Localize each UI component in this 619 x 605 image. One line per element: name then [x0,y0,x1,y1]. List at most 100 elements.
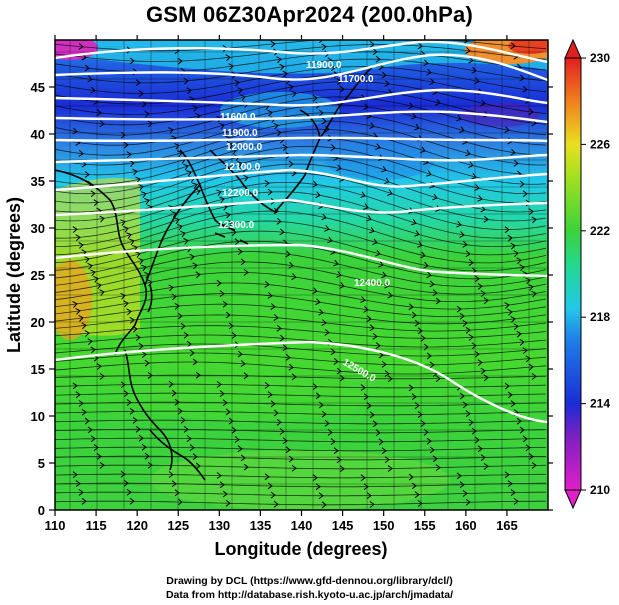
wind-arrow [195,371,201,379]
wind-arrow [459,392,465,400]
wind-arrow [366,492,372,500]
wind-arrow [516,330,522,338]
wind-arrow [147,279,153,287]
streamline [55,446,547,452]
wind-arrow [192,262,198,270]
wind-arrow [411,112,417,120]
wind-arrow [465,47,471,54]
wind-arrow [264,179,270,187]
wind-arrow [513,323,519,330]
wind-arrow [135,79,141,87]
wind-arrow [87,262,93,270]
wind-arrow [426,68,432,76]
wind-arrow [312,287,318,295]
wind-arrow [75,307,81,315]
wind-arrow [273,500,279,508]
contour-label: 12200.0 [222,188,259,199]
wind-arrow [330,348,336,356]
wind-arrow [420,251,426,259]
streamline [55,96,547,136]
wind-arrow [384,80,390,87]
wind-arrow [132,416,138,424]
wind-arrow [327,57,333,65]
wind-arrow [99,215,105,223]
y-tick-label: 40 [31,127,45,142]
wind-arrow [375,55,381,63]
wind-arrow [168,284,174,292]
wind-arrow [432,289,438,297]
wind-arrow [465,149,471,157]
contour-label: 12300.0 [218,220,255,231]
wind-arrow [78,315,84,322]
wind-arrow [264,382,270,389]
wind-arrow [381,165,387,173]
wind-arrow [135,334,141,342]
contour-label: 12000.0 [226,142,263,153]
wind-arrow [78,489,84,496]
wind-arrow [87,75,93,83]
wind-arrow [378,438,384,446]
geopotential-contours [55,40,548,424]
wind-arrow [423,261,429,269]
page-title: GSM 06Z30Apr2024 (200.0hPa) [146,2,473,27]
wind-arrow [504,126,510,134]
streamline [55,491,546,497]
wind-arrow [462,240,468,248]
y-tick-label: 20 [31,315,45,330]
wind-arrow [96,453,102,460]
wind-arrow [219,290,225,298]
wind-arrow [123,226,129,233]
wind-arrow [96,282,102,290]
wind-arrow [369,324,375,332]
wind-arrow [321,117,327,125]
wind-arrow [270,491,276,499]
wind-arrow [216,381,222,388]
wind-arrow [288,363,294,371]
wind-arrow [525,355,531,363]
wind-arrow [225,311,231,319]
streamline [55,261,547,295]
wind-arrow [264,280,270,288]
wind-arrow [72,471,78,479]
wind-arrow [471,172,477,180]
wind-arrow [531,373,537,380]
y-axis-label: Latitude (degrees) [4,197,24,353]
wind-arrow [231,148,237,155]
wind-arrow [414,319,420,327]
wind-arrow [408,473,414,481]
wind-arrow [474,275,480,283]
wind-arrow [126,232,132,239]
wind-arrow [225,211,231,219]
wind-arrow [195,188,201,196]
streamline [55,437,547,443]
wind-arrow [129,238,135,246]
wind-arrow [318,109,324,117]
wind-arrow [228,63,234,70]
wind-arrow [267,292,273,299]
wind-arrow [507,480,513,488]
wind-arrow [528,363,534,371]
wind-arrow [273,122,279,130]
wind-arrow [237,248,243,256]
wind-arrow [279,428,285,435]
wind-arrow [369,41,375,48]
wind-arrow [339,282,345,289]
wind-arrow [138,184,144,191]
wind-arrow [474,77,480,85]
streamline [55,145,547,195]
wind-arrow [129,316,135,324]
wind-arrow [420,420,426,427]
streamline [55,383,547,389]
colorbar-tick-label: 226 [590,137,610,151]
wind-arrow [78,150,84,157]
wind-arrow [474,350,480,358]
wind-arrow [456,114,462,122]
wind-arrow [483,215,489,223]
streamline [55,251,547,287]
wind-arrow [120,219,126,226]
wind-arrow [483,462,489,470]
wind-arrow [459,481,465,489]
credit-drawing: Drawing by DCL (https://www.gfd-dennou.o… [166,575,453,587]
wind-arrow [315,483,321,491]
wind-arrow [435,464,441,471]
